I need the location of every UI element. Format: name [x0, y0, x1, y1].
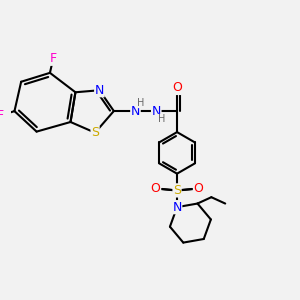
Text: N: N: [172, 201, 182, 214]
Text: N: N: [95, 84, 104, 97]
Text: H: H: [137, 98, 144, 108]
Text: O: O: [172, 81, 182, 94]
Text: F: F: [50, 52, 57, 65]
Text: O: O: [151, 182, 160, 196]
Text: F: F: [0, 109, 4, 122]
Text: N: N: [152, 104, 161, 118]
Text: S: S: [173, 184, 181, 197]
Text: O: O: [194, 182, 203, 196]
Text: H: H: [158, 114, 165, 124]
Text: N: N: [131, 104, 140, 118]
Text: S: S: [91, 126, 99, 139]
